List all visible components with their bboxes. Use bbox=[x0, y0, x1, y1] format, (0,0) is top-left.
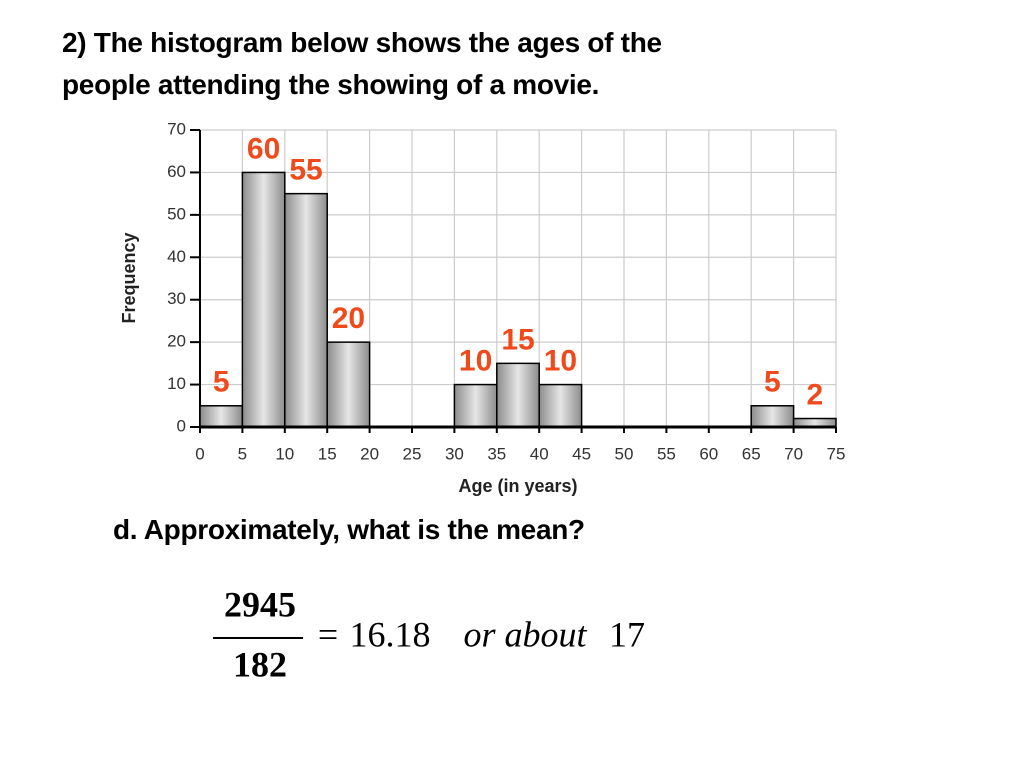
part-question: d. Approximately, what is the mean? bbox=[113, 514, 585, 545]
y-tick-label: 40 bbox=[167, 247, 186, 266]
x-tick-label: 10 bbox=[275, 444, 294, 463]
data-label: 10 bbox=[459, 344, 492, 377]
data-label: 20 bbox=[332, 302, 365, 335]
x-tick-label: 65 bbox=[742, 444, 761, 463]
data-label: 10 bbox=[544, 344, 577, 377]
x-tick-label: 5 bbox=[238, 444, 247, 463]
numerator: 2945 bbox=[224, 584, 296, 624]
data-label: 5 bbox=[764, 366, 781, 399]
data-label: 5 bbox=[213, 366, 230, 399]
x-tick-label: 45 bbox=[572, 444, 591, 463]
data-label: 2 bbox=[806, 378, 823, 411]
equals: = bbox=[318, 614, 338, 654]
y-tick-label: 20 bbox=[167, 332, 186, 351]
denominator: 182 bbox=[233, 644, 287, 684]
y-tick-label: 70 bbox=[167, 119, 186, 138]
x-tick-label: 20 bbox=[360, 444, 379, 463]
bar bbox=[496, 362, 540, 428]
x-tick-label: 15 bbox=[318, 444, 337, 463]
x-tick-label: 40 bbox=[530, 444, 549, 463]
x-tick-label: 70 bbox=[784, 444, 803, 463]
y-tick-label: 50 bbox=[167, 204, 186, 223]
connector: or about bbox=[463, 614, 587, 654]
result: 16.18 bbox=[350, 614, 431, 654]
y-tick-label: 60 bbox=[167, 162, 186, 181]
bar bbox=[284, 192, 328, 428]
question-line: 2) The histogram below shows the ages of… bbox=[62, 27, 662, 58]
x-tick-label: 35 bbox=[487, 444, 506, 463]
bar bbox=[453, 383, 498, 428]
data-label: 60 bbox=[247, 132, 280, 165]
y-tick-label: 10 bbox=[167, 374, 186, 393]
rounded: 17 bbox=[609, 614, 645, 654]
x-tick-label: 25 bbox=[403, 444, 422, 463]
data-label: 15 bbox=[501, 323, 534, 356]
question-line: people attending the showing of a movie. bbox=[62, 69, 600, 100]
y-tick-label: 0 bbox=[177, 416, 186, 435]
bar bbox=[199, 405, 244, 428]
x-tick-label: 55 bbox=[657, 444, 676, 463]
x-tick-label: 60 bbox=[699, 444, 718, 463]
x-tick-label: 0 bbox=[195, 444, 204, 463]
data-label: 55 bbox=[289, 154, 322, 187]
bar bbox=[538, 383, 583, 428]
y-tick-label: 30 bbox=[167, 289, 186, 308]
x-tick-label: 75 bbox=[827, 444, 846, 463]
x-axis-title: Age (in years) bbox=[458, 476, 577, 496]
y-axis-title: Frequency bbox=[119, 232, 139, 323]
bar bbox=[326, 341, 371, 428]
x-tick-label: 30 bbox=[445, 444, 464, 463]
bar bbox=[241, 171, 286, 428]
bar bbox=[750, 405, 795, 428]
x-tick-label: 50 bbox=[615, 444, 634, 463]
